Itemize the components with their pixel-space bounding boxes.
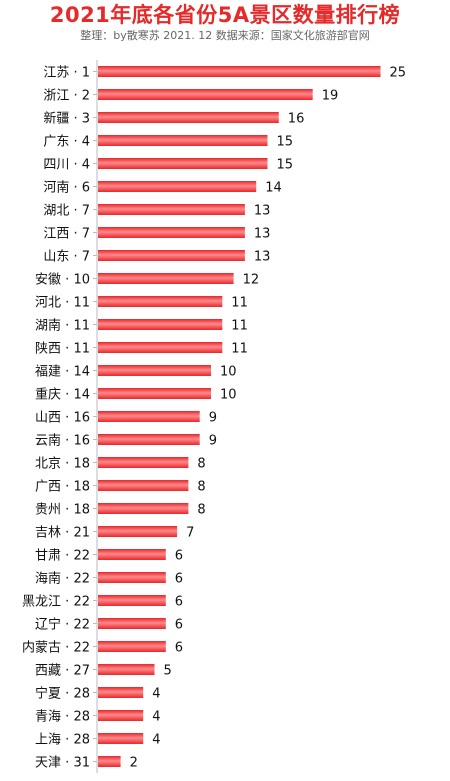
category-label: 北京 · 18 bbox=[35, 457, 90, 472]
bar bbox=[98, 296, 223, 307]
category-label: 云南 · 16 bbox=[35, 433, 90, 449]
chart-title: 2021年底各省份5A景区数量排行榜 bbox=[49, 3, 401, 27]
bar bbox=[98, 342, 223, 353]
bar bbox=[98, 388, 211, 399]
value-label: 11 bbox=[231, 319, 248, 334]
value-label: 7 bbox=[186, 526, 194, 541]
category-label: 西藏 · 27 bbox=[35, 664, 90, 679]
category-label: 陕西 · 11 bbox=[35, 342, 90, 357]
category-label: 广东 · 4 bbox=[43, 135, 90, 150]
category-label: 甘肃 · 22 bbox=[35, 549, 90, 564]
value-label: 6 bbox=[175, 618, 183, 633]
value-label: 8 bbox=[197, 503, 205, 518]
category-label: 浙江 · 2 bbox=[43, 89, 90, 104]
category-label: 广西 · 18 bbox=[35, 480, 90, 495]
bar bbox=[98, 572, 166, 583]
bar bbox=[98, 641, 166, 652]
bar bbox=[98, 319, 223, 330]
bar bbox=[98, 664, 155, 675]
value-label: 4 bbox=[152, 733, 160, 748]
bar bbox=[98, 204, 245, 215]
category-label: 天津 · 31 bbox=[35, 756, 90, 771]
value-label: 12 bbox=[243, 273, 260, 288]
bar bbox=[98, 503, 189, 514]
value-label: 5 bbox=[164, 664, 172, 679]
chart-subtitle: 整理：by散寒苏 2021. 12 数据来源：国家文化旅游部官网 bbox=[80, 29, 370, 42]
category-label: 辽宁 · 22 bbox=[35, 617, 90, 633]
bar bbox=[98, 365, 211, 376]
bar bbox=[98, 89, 313, 100]
value-label: 25 bbox=[390, 66, 407, 81]
value-label: 11 bbox=[231, 342, 248, 357]
value-label: 10 bbox=[220, 388, 237, 403]
category-label: 黑龙江 · 22 bbox=[22, 595, 90, 610]
category-label: 内蒙古 · 22 bbox=[22, 640, 90, 656]
category-label: 山西 · 16 bbox=[35, 411, 90, 426]
value-label: 14 bbox=[265, 181, 282, 196]
bar bbox=[98, 733, 144, 744]
bar bbox=[98, 526, 178, 537]
category-label: 贵州 · 18 bbox=[35, 503, 90, 518]
bar bbox=[98, 250, 245, 261]
value-label: 6 bbox=[175, 595, 183, 610]
bar bbox=[98, 595, 166, 606]
bar bbox=[98, 66, 381, 77]
value-label: 8 bbox=[197, 480, 205, 495]
bar bbox=[98, 549, 166, 560]
bar bbox=[98, 480, 189, 491]
category-label: 新疆 · 3 bbox=[43, 111, 90, 127]
category-label: 江苏 · 1 bbox=[43, 65, 90, 81]
value-label: 13 bbox=[254, 227, 271, 242]
value-label: 11 bbox=[231, 296, 248, 311]
value-label: 9 bbox=[209, 411, 217, 426]
category-label: 福建 · 14 bbox=[35, 365, 90, 380]
value-label: 4 bbox=[152, 710, 160, 725]
value-label: 16 bbox=[288, 112, 305, 127]
bar bbox=[98, 181, 257, 192]
value-label: 8 bbox=[197, 457, 205, 472]
value-label: 13 bbox=[254, 204, 271, 219]
category-label: 四川 · 4 bbox=[43, 158, 90, 173]
category-label: 河南 · 6 bbox=[43, 180, 90, 196]
category-label: 海南 · 22 bbox=[35, 571, 90, 587]
value-label: 6 bbox=[175, 641, 183, 656]
category-label: 河北 · 11 bbox=[35, 296, 90, 311]
bar bbox=[98, 112, 279, 123]
value-label: 19 bbox=[322, 89, 339, 104]
bar bbox=[98, 158, 268, 169]
value-label: 6 bbox=[175, 549, 183, 564]
value-label: 6 bbox=[175, 572, 183, 587]
category-label: 湖南 · 11 bbox=[35, 318, 90, 334]
category-label: 吉林 · 21 bbox=[35, 526, 90, 541]
bar bbox=[98, 618, 166, 629]
value-label: 4 bbox=[152, 687, 160, 702]
value-label: 13 bbox=[254, 250, 271, 265]
category-label: 江西 · 7 bbox=[43, 227, 90, 242]
value-label: 10 bbox=[220, 365, 237, 380]
bar bbox=[98, 411, 200, 422]
category-label: 上海 · 28 bbox=[35, 733, 90, 748]
bar bbox=[98, 457, 189, 468]
value-label: 9 bbox=[209, 434, 217, 449]
category-label: 青海 · 28 bbox=[35, 710, 90, 725]
bar bbox=[98, 434, 200, 445]
bar bbox=[98, 227, 245, 238]
value-label: 2 bbox=[130, 756, 138, 771]
value-label: 15 bbox=[277, 158, 294, 173]
bar bbox=[98, 710, 144, 721]
bar bbox=[98, 135, 268, 146]
bar bbox=[98, 756, 121, 767]
bar bbox=[98, 687, 144, 698]
category-label: 山东 · 7 bbox=[43, 250, 90, 265]
bar bbox=[98, 273, 234, 284]
category-label: 湖北 · 7 bbox=[43, 204, 90, 219]
category-label: 宁夏 · 28 bbox=[35, 686, 90, 702]
category-label: 安徽 · 10 bbox=[35, 273, 90, 288]
value-label: 15 bbox=[277, 135, 294, 150]
category-label: 重庆 · 14 bbox=[35, 387, 90, 403]
